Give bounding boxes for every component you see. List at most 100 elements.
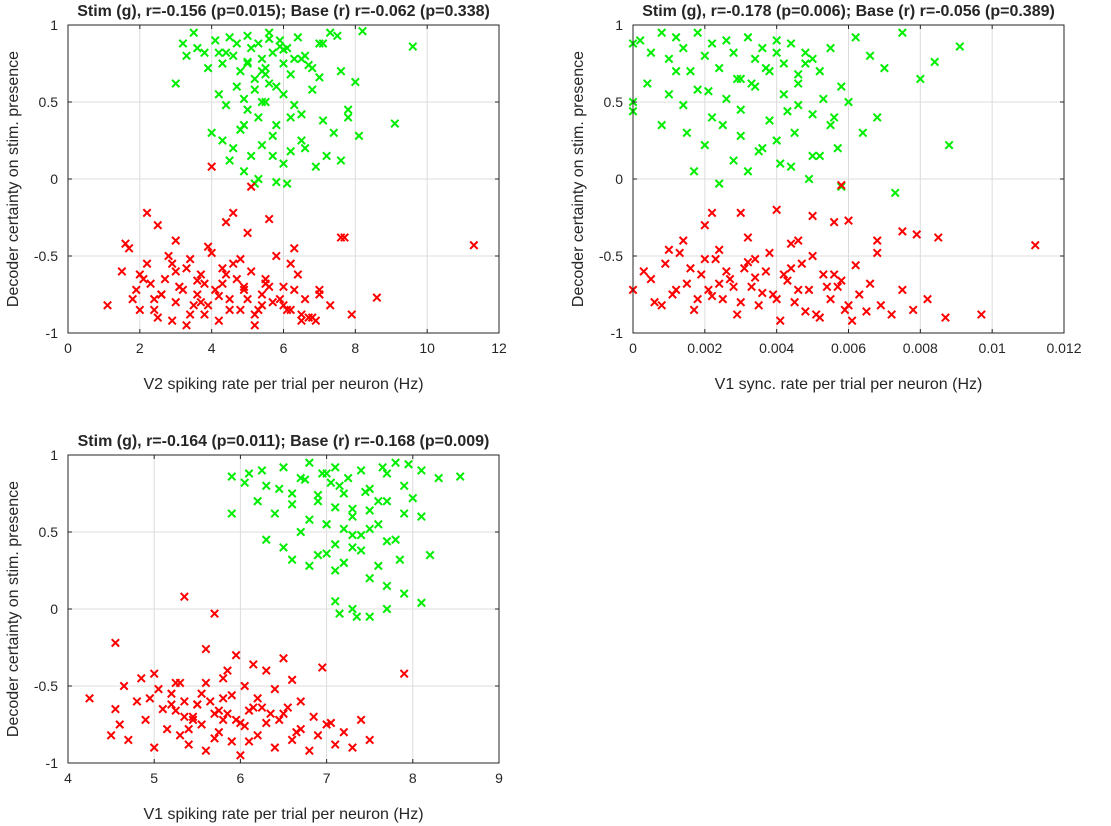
series-stim	[227, 458, 465, 622]
data-point	[743, 257, 753, 267]
data-point	[189, 300, 199, 310]
data-point	[930, 57, 940, 67]
y-tick-label: 0.5	[39, 524, 59, 540]
data-point	[149, 743, 159, 753]
data-point	[797, 259, 807, 269]
data-point	[250, 74, 260, 84]
data-point	[275, 294, 285, 304]
y-tick-label: 0	[615, 171, 623, 187]
data-point	[786, 39, 796, 48]
data-point	[322, 549, 332, 558]
data-point	[243, 105, 252, 115]
data-point	[339, 489, 349, 498]
data-point	[257, 465, 267, 475]
data-point	[240, 681, 250, 691]
data-point	[135, 305, 145, 315]
data-point	[729, 282, 738, 292]
data-point	[283, 703, 293, 712]
data-point	[339, 558, 349, 568]
data-point	[149, 669, 159, 679]
data-point	[786, 162, 796, 172]
data-point	[289, 54, 299, 64]
data-point	[261, 279, 270, 289]
data-point	[110, 638, 120, 648]
data-point	[235, 718, 245, 728]
data-point	[897, 226, 907, 236]
data-point	[244, 737, 254, 746]
data-point	[682, 279, 692, 289]
data-point	[826, 294, 835, 304]
data-point	[264, 214, 274, 224]
data-point	[933, 233, 943, 242]
data-point	[340, 233, 349, 242]
scatter-chart-v1-sync-rate: 0 0.002 0.004 0.006 0.008 0.01 0.012 -1 -0.5 0 0.5…	[570, 3, 1082, 393]
data-point	[192, 43, 202, 53]
data-point	[110, 704, 120, 714]
data-point	[135, 270, 145, 279]
data-point	[142, 259, 152, 269]
data-point	[912, 230, 922, 239]
chart-title: Stim (g), r=-0.164 (p=0.011); Base (r) r…	[78, 433, 490, 450]
data-point	[718, 294, 728, 304]
data-point	[85, 693, 94, 703]
data-point	[119, 681, 129, 691]
data-point	[268, 297, 278, 307]
data-point	[188, 712, 198, 722]
data-point	[218, 263, 227, 273]
data-point	[664, 54, 674, 64]
data-point	[646, 274, 656, 284]
data-point	[350, 77, 360, 87]
data-point	[232, 82, 242, 92]
y-tick-label: -1	[46, 325, 59, 341]
data-point	[790, 297, 800, 307]
data-point	[657, 28, 667, 38]
data-point	[360, 487, 370, 497]
data-point	[711, 254, 721, 264]
data-point	[642, 79, 652, 88]
data-point	[750, 273, 760, 282]
y-tick-label: 0	[50, 601, 58, 617]
data-point	[757, 43, 767, 53]
data-point	[221, 270, 231, 279]
data-point	[257, 300, 267, 310]
data-point	[182, 320, 191, 330]
x-tick-label: 8	[409, 770, 417, 786]
chart-title: Stim (g), r=-0.178 (p=0.006); Base (r) r…	[642, 3, 1055, 20]
data-point	[335, 481, 344, 491]
data-point	[700, 254, 710, 264]
data-point	[365, 735, 375, 745]
data-point	[330, 539, 340, 549]
data-point	[747, 79, 756, 88]
data-point	[800, 48, 810, 58]
data-point	[115, 720, 125, 729]
series-base	[628, 180, 1040, 326]
data-point	[201, 644, 211, 654]
data-point	[239, 120, 249, 130]
data-point	[162, 724, 172, 734]
data-point	[200, 48, 209, 58]
x-tick-label: 2	[136, 340, 144, 356]
data-point	[872, 112, 882, 122]
data-point	[330, 502, 340, 512]
data-point	[790, 128, 800, 138]
data-point	[329, 128, 339, 138]
series-base	[103, 162, 479, 330]
data-point	[836, 276, 846, 286]
data-point	[818, 270, 828, 279]
y-tick-label: 0.5	[39, 94, 59, 110]
data-point	[179, 592, 189, 602]
data-point	[354, 131, 364, 141]
data-point	[123, 735, 133, 745]
data-point	[826, 43, 835, 53]
data-point	[786, 239, 796, 249]
data-point	[178, 39, 188, 48]
data-point	[131, 285, 141, 295]
x-tick-label: 4	[64, 770, 72, 786]
data-point	[897, 28, 907, 38]
data-point	[793, 69, 803, 79]
x-axis-label: V1 spiking rate per trial per neuron (Hz…	[143, 806, 423, 823]
data-point	[829, 270, 839, 279]
data-point	[300, 475, 310, 485]
y-axis-label: Decoder certainty on stim. presence	[570, 51, 587, 307]
data-point	[373, 519, 383, 529]
